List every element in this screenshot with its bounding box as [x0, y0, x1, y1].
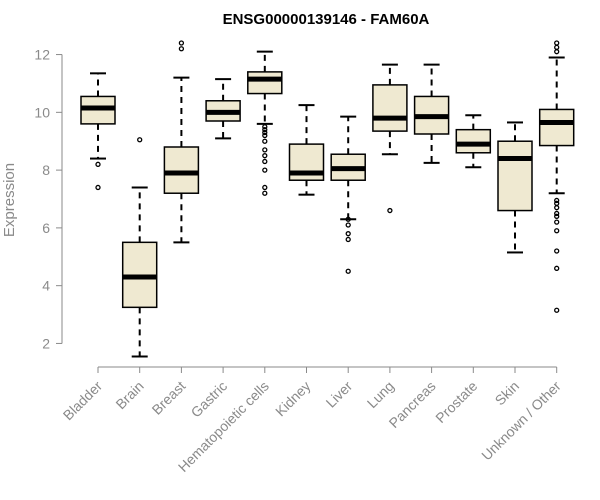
chart-title: ENSG00000139146 - FAM60A	[223, 11, 430, 28]
outlier-point	[262, 153, 268, 159]
outlier-point	[262, 167, 268, 173]
y-axis-label: Expression	[1, 163, 18, 237]
iqr-box	[163, 146, 200, 194]
y-tick-label: 2	[42, 335, 50, 351]
outlier-point	[137, 137, 143, 143]
box-hematopoietic-cells	[247, 50, 283, 196]
outlier-point	[95, 161, 101, 167]
outlier-point	[262, 138, 268, 144]
outlier-point	[554, 40, 560, 46]
x-tick-label: Liver	[323, 378, 356, 411]
box-gastric	[205, 78, 241, 140]
iqr-box	[247, 71, 283, 95]
outlier-point	[554, 219, 560, 225]
iqr-box	[455, 128, 492, 154]
iqr-box	[372, 84, 408, 132]
outlier-point	[345, 216, 351, 222]
outlier-point	[345, 222, 351, 228]
outlier-point	[554, 210, 560, 217]
x-tick-label: Unknown / Other	[478, 378, 564, 464]
outlier-point	[178, 40, 185, 46]
outlier-point	[554, 44, 560, 50]
outlier-point	[95, 184, 101, 191]
x-tick-label: Breast	[149, 378, 189, 418]
y-tick-label: 6	[42, 220, 50, 236]
box-prostate	[455, 114, 492, 169]
box-lung	[372, 63, 408, 214]
outlier-point	[554, 197, 560, 204]
outlier-point	[345, 231, 351, 237]
outlier-point	[554, 248, 560, 254]
box-skin	[497, 121, 533, 254]
outlier-point	[554, 265, 560, 271]
outlier-point	[554, 205, 560, 211]
box-kidney	[288, 104, 325, 196]
outlier-point	[345, 236, 351, 243]
outlier-point	[554, 49, 560, 55]
x-tick-label: Brain	[112, 378, 146, 412]
outlier-point	[554, 213, 560, 219]
x-tick-label: Skin	[492, 378, 523, 409]
outlier-point	[262, 184, 268, 191]
x-tick-label: Bladder	[60, 378, 106, 424]
outlier-point	[262, 129, 268, 136]
x-tick-label: Kidney	[272, 378, 314, 420]
outlier-point	[262, 132, 268, 139]
outlier-point	[387, 207, 393, 214]
y-tick-label: 8	[42, 162, 50, 178]
outlier-point	[262, 158, 268, 165]
box-liver	[330, 115, 366, 274]
box-breast	[163, 40, 200, 244]
x-tick-label: Lung	[364, 378, 397, 411]
iqr-box	[538, 108, 575, 147]
outlier-point	[554, 200, 560, 206]
box-bladder	[80, 72, 116, 191]
outlier-point	[554, 307, 560, 313]
y-tick-label: 10	[34, 104, 50, 120]
box-unknown-other	[538, 40, 575, 313]
box-brain	[121, 137, 158, 358]
y-tick-label: 4	[42, 278, 50, 294]
boxes	[80, 40, 575, 358]
outlier-point	[262, 124, 268, 130]
box-pancreas	[413, 63, 450, 164]
x-tick-label: Prostate	[432, 378, 480, 426]
y-tick-label: 12	[34, 47, 50, 63]
outlier-point	[178, 46, 185, 52]
outlier-point	[345, 268, 351, 274]
outlier-point	[262, 147, 268, 153]
outlier-point	[262, 190, 268, 196]
iqr-box	[497, 140, 533, 212]
outlier-point	[554, 228, 560, 234]
outlier-point	[262, 127, 268, 133]
